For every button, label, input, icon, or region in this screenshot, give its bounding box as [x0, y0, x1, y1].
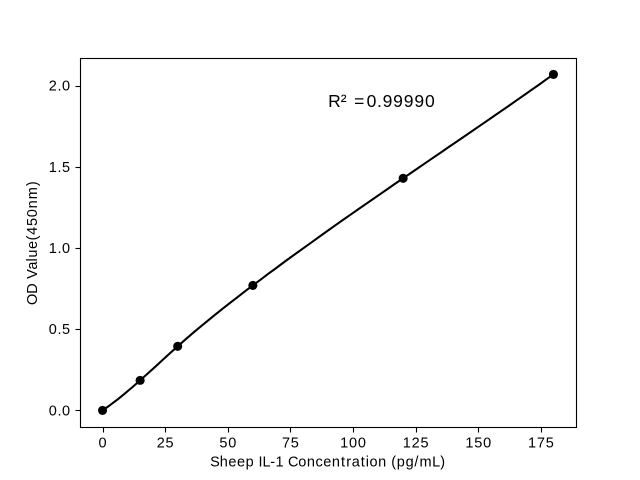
svg-text:125: 125	[403, 436, 429, 452]
svg-text:1.5: 1.5	[49, 160, 70, 176]
svg-text:175: 175	[528, 436, 554, 452]
svg-text:1.0: 1.0	[49, 241, 70, 257]
svg-text:0: 0	[99, 436, 107, 452]
svg-text:150: 150	[465, 436, 491, 452]
svg-text:75: 75	[282, 436, 299, 452]
svg-text:0.5: 0.5	[49, 322, 70, 338]
svg-text:50: 50	[219, 436, 236, 452]
svg-text:2.0: 2.0	[49, 79, 70, 95]
svg-text:0.0: 0.0	[49, 403, 70, 419]
svg-text:R² =0.99990: R² =0.99990	[328, 91, 435, 111]
svg-text:Sheep IL-1 Concentration (pg/m: Sheep IL-1 Concentration (pg/mL)	[210, 455, 445, 471]
svg-text:OD Value(450nm): OD Value(450nm)	[25, 181, 41, 305]
svg-text:100: 100	[340, 436, 366, 452]
svg-text:25: 25	[157, 436, 174, 452]
